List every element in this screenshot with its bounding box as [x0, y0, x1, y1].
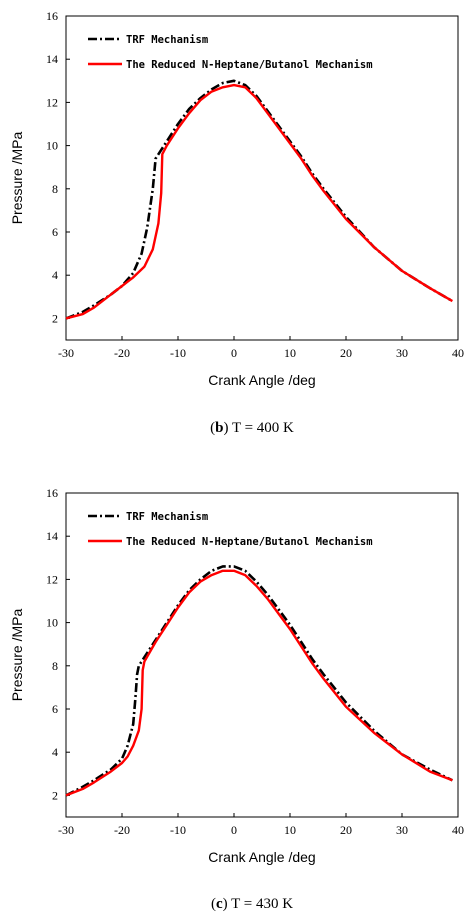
- y-tick-label: 12: [46, 95, 58, 109]
- y-tick-label: 10: [46, 616, 58, 630]
- x-tick-label: 0: [231, 823, 237, 837]
- legend-entry: TRF Mechanism: [126, 34, 208, 46]
- x-tick-label: -30: [58, 346, 74, 360]
- x-tick-label: 10: [284, 346, 296, 360]
- x-tick-label: -10: [170, 346, 186, 360]
- y-tick-label: 16: [46, 486, 58, 500]
- y-tick-label: 12: [46, 572, 58, 586]
- legend-entry: The Reduced N-Heptane/Butanol Mechanism: [126, 59, 373, 71]
- caption-letter: c: [216, 896, 223, 912]
- series-line-reduced: [65, 569, 453, 797]
- y-axis-label: Pressure /MPa: [9, 608, 25, 701]
- caption-paren-open: (: [211, 896, 216, 912]
- series-line-trf: [65, 565, 453, 797]
- chart-panel-b: -30 -20 -10 0 10 20 30 40 2 4 6 8 10 12 14 16 Crank Angl…: [9, 9, 464, 436]
- caption-text: T = 430 K: [231, 896, 293, 912]
- x-tick-label: 30: [396, 346, 408, 360]
- figure-caption: (b) T = 400 K: [210, 420, 294, 436]
- x-tick-label: 0: [231, 346, 237, 360]
- y-tick-label: 4: [52, 745, 58, 759]
- y-tick-label: 6: [52, 702, 58, 716]
- caption-letter: b: [215, 420, 223, 436]
- caption-paren-close: ): [223, 896, 231, 912]
- caption-paren-open: (: [210, 420, 215, 436]
- y-tick-label: 14: [46, 529, 58, 543]
- y-axis-label: Pressure /MPa: [9, 131, 25, 224]
- x-tick-label: 10: [284, 823, 296, 837]
- y-tick-label: 6: [52, 225, 58, 239]
- y-tick-label: 2: [52, 311, 58, 325]
- series-line-reduced: [65, 83, 453, 320]
- x-tick-label: -10: [170, 823, 186, 837]
- y-tick-label: 8: [52, 182, 58, 196]
- x-axis-label: Crank Angle /deg: [208, 849, 315, 865]
- x-tick-label: 40: [452, 823, 464, 837]
- x-tick-label: 20: [340, 346, 352, 360]
- x-tick-label: 40: [452, 346, 464, 360]
- caption-paren-close: ): [223, 420, 231, 436]
- y-tick-label: 8: [52, 659, 58, 673]
- y-tick-label: 2: [52, 788, 58, 802]
- x-tick-label: 20: [340, 823, 352, 837]
- figure-caption: (c) T = 430 K: [211, 896, 293, 912]
- y-tick-label: 16: [46, 9, 58, 23]
- plot-frame: [65, 15, 459, 341]
- x-tick-label: 30: [396, 823, 408, 837]
- x-tick-label: -20: [114, 823, 130, 837]
- y-tick-label: 14: [46, 52, 58, 66]
- x-tick-label: -20: [114, 346, 130, 360]
- plot-frame: [65, 492, 459, 818]
- legend-entry: The Reduced N-Heptane/Butanol Mechanism: [126, 536, 373, 548]
- y-tick-label: 4: [52, 268, 58, 282]
- y-tick-label: 10: [46, 139, 58, 153]
- caption-text: T = 400 K: [232, 420, 294, 436]
- x-tick-label: -30: [58, 823, 74, 837]
- chart-panel-c: -30 -20 -10 0 10 20 30 40 2 4 6 8 10 12 14 16 Crank Angl…: [9, 486, 464, 912]
- x-axis-label: Crank Angle /deg: [208, 372, 315, 388]
- legend-entry: TRF Mechanism: [126, 511, 208, 523]
- series-line-trf: [65, 79, 454, 320]
